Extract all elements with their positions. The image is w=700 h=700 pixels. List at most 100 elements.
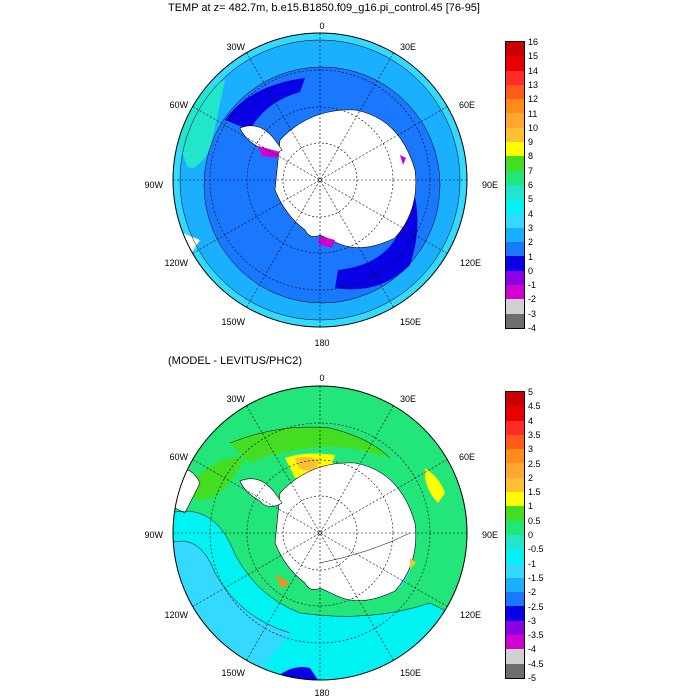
colorbar-tick-label: 16 [528,37,539,47]
colorbar-tick-label: 5 [528,194,534,205]
colorbar-swatch [506,42,524,57]
colorbar-tick-label: 4 [528,415,534,426]
colorbar-swatch [506,299,524,314]
colorbar-swatch [506,170,524,185]
colorbar-tick-label: 0.5 [528,515,541,526]
colorbar-tick-label: 0 [528,530,534,540]
lon-label-120w: 120W [164,258,188,268]
colorbar-swatch [506,635,524,650]
lon-label-120e: 120E [460,610,482,620]
colorbar-swatch [506,477,524,493]
colorbar-tick-label: 1 [528,501,534,512]
colorbar-tick-label: -1.5 [528,572,544,583]
colorbar-tick-label: -3 [528,615,537,626]
colorbar-swatch [506,392,524,407]
panel-2-colorbar [505,391,525,679]
colorbar-tick-label: 8 [528,151,534,162]
colorbar-swatch [506,285,524,300]
colorbar-tick-label: 7 [528,165,534,176]
lon-label-0: 0 [319,373,325,383]
colorbar-tick-label: 9 [528,137,534,148]
lon-label-30w: 30W [226,42,245,52]
colorbar-swatch [506,406,524,421]
lon-label-150w: 150W [221,668,245,678]
colorbar-tick-label: 0 [528,265,534,276]
colorbar-swatch [506,142,524,157]
colorbar-swatch [506,184,524,200]
lon-label-150e: 150E [400,317,422,327]
lon-label-120e: 120E [460,258,482,268]
colorbar-tick-label: 10 [528,122,539,133]
colorbar-swatch [506,463,524,478]
lon-label-120w: 120W [164,610,188,620]
colorbar-tick-label: -4.5 [528,658,544,669]
colorbar-swatch [506,520,524,535]
lon-label-90e: 90E [482,530,499,540]
colorbar-swatch [506,534,524,550]
colorbar-swatch [506,113,524,128]
colorbar-tick-label: 3 [528,444,534,455]
colorbar-swatch [506,563,524,578]
lon-label-90e: 90E [482,180,499,190]
colorbar-swatch [506,492,524,507]
lon-label-0: 0 [319,21,325,31]
colorbar-swatch [506,506,524,521]
lon-label-30w: 30W [226,394,245,404]
colorbar-swatch [506,84,524,100]
colorbar-swatch [506,227,524,243]
lon-label-30e: 30E [400,394,417,404]
panel-1-colorbar [505,41,525,329]
colorbar-tick-label: 3 [528,222,534,233]
colorbar-swatch [506,620,524,636]
colorbar-tick-label: -4 [528,644,537,655]
colorbar-tick-label: 2 [528,472,534,483]
colorbar-tick-label: -3.5 [528,630,544,641]
colorbar-swatch [506,256,524,271]
colorbar-tick-label: 4.5 [528,401,541,412]
colorbar-swatch [506,56,524,71]
colorbar-swatch [506,156,524,171]
colorbar-swatch [506,270,524,286]
colorbar-tick-label: -4 [528,323,537,333]
colorbar-tick-label: 5 [528,387,534,397]
colorbar-tick-label: 2 [528,237,534,248]
lon-label-90w: 90W [144,180,163,190]
colorbar-tick-label: 15 [528,51,539,62]
colorbar-swatch [506,434,524,450]
colorbar-swatch [506,606,524,621]
lon-label-150w: 150W [221,317,245,327]
colorbar-swatch [506,313,524,328]
colorbar-swatch [506,242,524,257]
colorbar-tick-label: -2 [528,587,537,598]
lon-label-60e: 60E [459,452,476,462]
lon-label-150e: 150E [400,668,422,678]
colorbar-tick-label: -2 [528,294,537,305]
lon-label-180: 180 [314,338,330,348]
colorbar-tick-label: 1.5 [528,487,541,498]
panel-2-title: (MODEL - LEVITUS/PHC2) [168,355,303,367]
colorbar-swatch [506,99,524,114]
lon-label-60w: 60W [169,452,188,462]
colorbar-tick-label: -1 [528,280,537,291]
lon-label-60e: 60E [459,100,476,110]
lon-label-180: 180 [314,688,330,698]
colorbar-tick-label: 4 [528,208,534,219]
lon-label-90w: 90W [144,530,163,540]
colorbar-swatch [506,592,524,607]
lon-label-30e: 30E [400,42,417,52]
colorbar-tick-label: -0.5 [528,544,544,555]
colorbar-swatch [506,549,524,564]
panel-1-map [172,32,468,328]
colorbar-tick-label: 2.5 [528,458,541,469]
colorbar-swatch [506,213,524,228]
colorbar-tick-label: 3.5 [528,429,541,440]
colorbar-swatch [506,420,524,435]
colorbar-swatch [506,449,524,464]
colorbar-tick-label: -3 [528,308,537,319]
colorbar-swatch [506,127,524,143]
colorbar-tick-label: 11 [528,108,538,119]
colorbar-swatch [506,577,524,593]
colorbar-tick-label: 13 [528,79,539,90]
colorbar-tick-label: -5 [528,673,537,683]
colorbar-tick-label: 1 [528,251,534,262]
